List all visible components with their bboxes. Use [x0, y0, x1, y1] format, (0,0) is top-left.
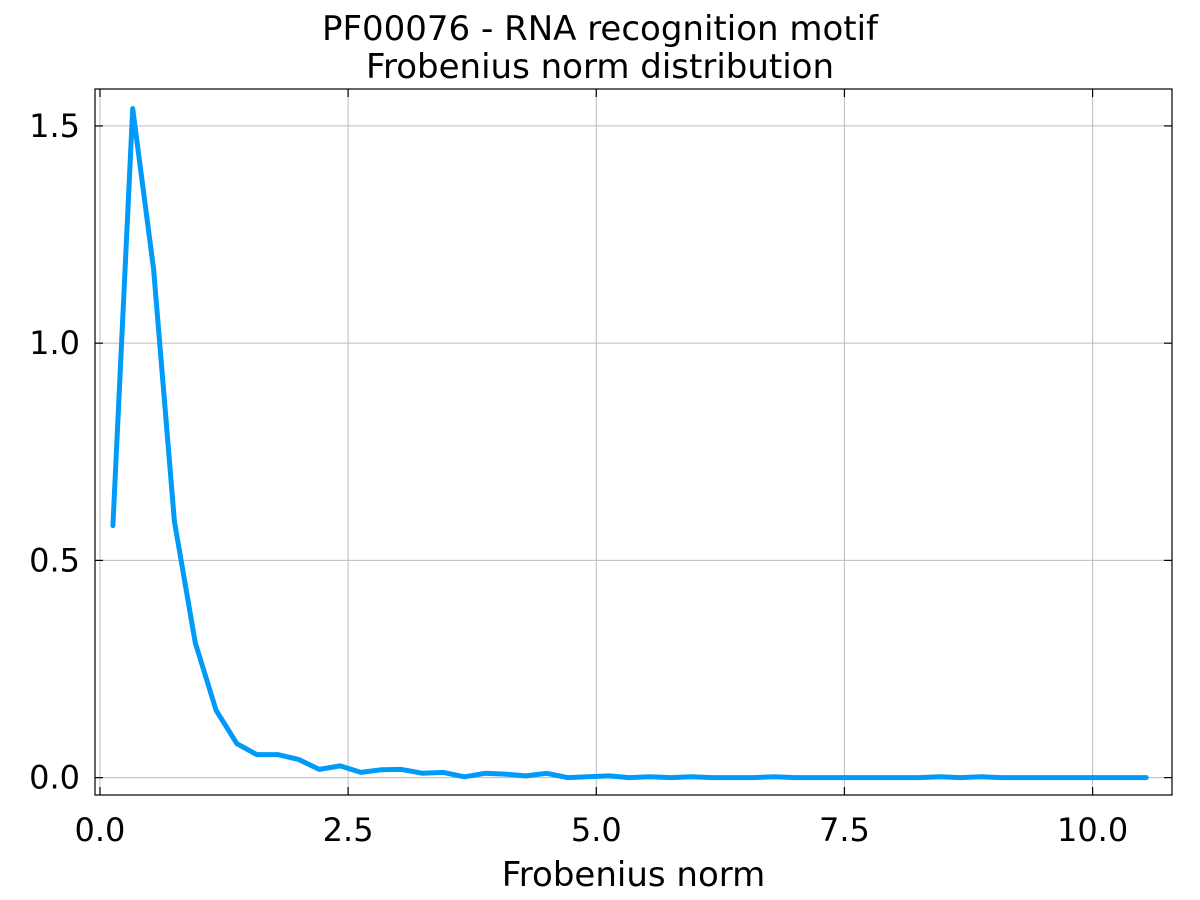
x-tick-label: 2.5 [323, 811, 374, 849]
y-tick-label: 0.5 [29, 541, 80, 579]
x-tick-label: 7.5 [819, 811, 870, 849]
y-tick-label: 1.0 [29, 324, 80, 362]
chart-subtitle: Frobenius norm distribution [365, 47, 835, 87]
series-group [110, 106, 1149, 781]
x-tick-label: 0.0 [75, 811, 126, 849]
plot-frame [94, 88, 1173, 796]
x-tick-label: 10.0 [1057, 811, 1128, 849]
y-tick-label: 1.5 [29, 107, 80, 145]
grid-lines [95, 89, 1172, 795]
y-tick-label: 0.0 [29, 759, 80, 797]
chart-title: PF00076 - RNA recognition motif [321, 9, 879, 49]
x-axis-label: Frobenius norm [501, 855, 766, 895]
x-tick-label: 5.0 [571, 811, 622, 849]
axis-ticks: 0.0 2.5 5.0 7.5 10.0 0.0 0.5 1.0 1.5 [29, 89, 1172, 849]
series-line-0 [110, 106, 1149, 781]
